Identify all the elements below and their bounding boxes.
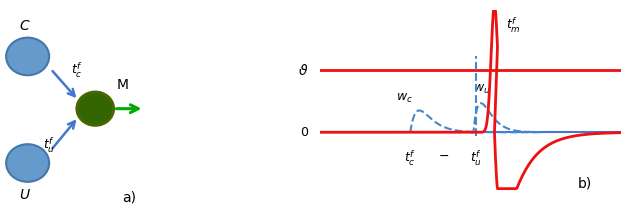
Ellipse shape — [6, 38, 49, 75]
Text: $t_c^f$: $t_c^f$ — [404, 149, 416, 168]
Text: 0: 0 — [300, 126, 308, 139]
Text: $t_m^f$: $t_m^f$ — [506, 16, 522, 35]
Text: U: U — [19, 188, 29, 202]
Text: M: M — [116, 78, 129, 92]
Ellipse shape — [6, 144, 49, 182]
Text: $w_c$: $w_c$ — [396, 92, 413, 105]
Text: C: C — [20, 19, 29, 33]
Ellipse shape — [77, 92, 114, 125]
Text: b): b) — [577, 176, 592, 190]
Text: $t_u^f$: $t_u^f$ — [43, 136, 55, 155]
Text: $t_u^f$: $t_u^f$ — [470, 149, 483, 168]
Text: $w_u$: $w_u$ — [474, 83, 491, 96]
Text: $\vartheta$: $\vartheta$ — [298, 63, 308, 78]
Text: $-$: $-$ — [438, 149, 449, 162]
Text: a): a) — [122, 191, 136, 205]
Text: $t_c^f$: $t_c^f$ — [71, 61, 83, 80]
